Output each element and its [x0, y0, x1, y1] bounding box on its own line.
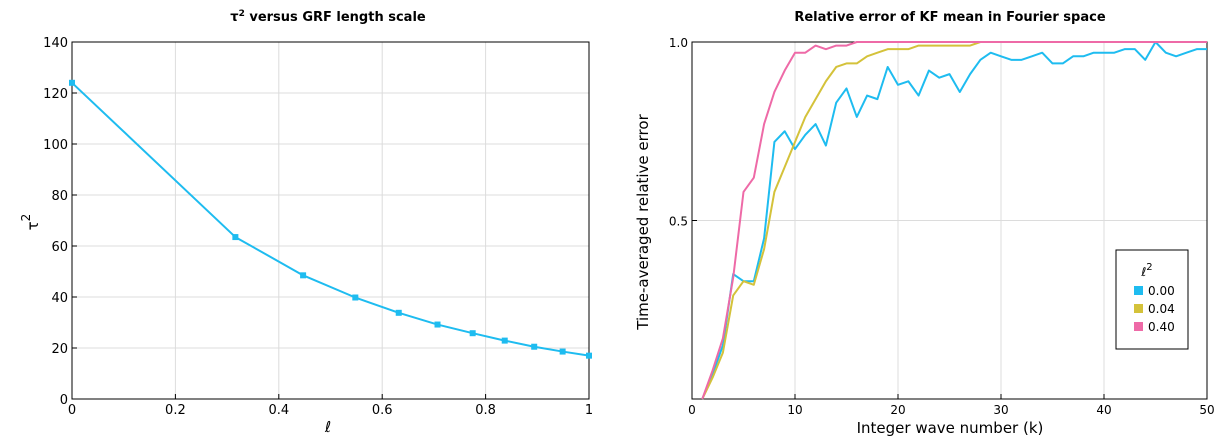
left-chart-gridlines	[71, 41, 590, 400]
tau-squared-chart: τ2 versus GRF length scale 0 0.2 0.4 0.6 0.8…	[19, 9, 593, 436]
x-tick-label: 0	[68, 403, 76, 418]
data-point-marker	[559, 348, 566, 355]
x-tick-label: 0.8	[475, 403, 496, 418]
data-point-marker	[469, 330, 476, 337]
y-tick-label: 100	[43, 138, 68, 153]
x-tick-label: 30	[993, 403, 1008, 417]
data-point-marker	[232, 234, 239, 241]
right-chart-series	[701, 41, 1207, 400]
x-tick-label: 1	[585, 403, 593, 418]
data-point-marker	[586, 352, 592, 359]
data-point-marker	[300, 272, 307, 279]
y-tick-label: 120	[43, 87, 68, 102]
legend-swatch-2	[1134, 322, 1143, 331]
x-tick-label: 0.2	[165, 403, 186, 418]
series-line-0	[71, 82, 590, 357]
right-chart-xlabel: Integer wave number (k)	[857, 419, 1044, 437]
y-tick-label: 140	[43, 36, 68, 51]
x-tick-label: 10	[787, 403, 802, 417]
legend-title: ℓ2	[1140, 262, 1152, 279]
data-point-marker	[395, 309, 402, 316]
data-point-marker	[434, 321, 441, 328]
right-chart-ticks: 0 10 20 30 40 50 0.5 1.0	[669, 36, 1215, 417]
y-tick-label: 80	[51, 189, 68, 204]
legend-label-2: 0.40	[1148, 320, 1175, 334]
left-chart-ylabel: τ2	[19, 214, 42, 231]
left-chart-title: τ2 versus GRF length scale	[230, 9, 426, 25]
y-tick-label: 0	[60, 393, 68, 408]
left-chart-frame	[71, 41, 590, 400]
left-chart-series	[69, 79, 592, 359]
legend-swatch-0	[1134, 286, 1143, 295]
x-tick-label: 0.4	[268, 403, 289, 418]
left-chart-xlabel: ℓ	[324, 418, 331, 436]
right-chart-ylabel: Time-averaged relative error	[634, 113, 652, 330]
x-tick-label: 0.6	[372, 403, 393, 418]
legend-label-0: 0.00	[1148, 284, 1175, 298]
x-tick-label: 40	[1096, 403, 1111, 417]
y-tick-label: 0.5	[669, 215, 688, 229]
legend-swatch-1	[1134, 304, 1143, 313]
data-point-marker	[69, 79, 75, 86]
x-tick-label: 20	[890, 403, 905, 417]
x-tick-label: 50	[1199, 403, 1214, 417]
y-tick-label: 40	[51, 291, 68, 306]
data-point-marker	[352, 294, 359, 301]
y-tick-label: 20	[51, 342, 68, 357]
legend-items: 0.00 0.04 0.40	[1134, 284, 1175, 334]
series-line-2	[701, 41, 1207, 400]
y-tick-label: 1.0	[669, 36, 688, 50]
left-chart-ticks: 0 0.2 0.4 0.6 0.8 1 0 20 40 60 80 100 120 140	[43, 36, 593, 418]
series-line-0	[701, 41, 1207, 400]
x-tick-label: 0	[688, 403, 696, 417]
data-point-marker	[531, 343, 538, 350]
legend-label-1: 0.04	[1148, 302, 1175, 316]
relative-error-chart: Relative error of KF mean in Fourier spa…	[634, 10, 1215, 437]
right-chart-title: Relative error of KF mean in Fourier spa…	[794, 10, 1105, 25]
legend-box	[1115, 249, 1189, 350]
y-tick-label: 60	[51, 240, 68, 255]
right-chart-legend: ℓ2 0.00 0.04 0.40	[1115, 249, 1189, 350]
data-point-marker	[501, 337, 508, 344]
